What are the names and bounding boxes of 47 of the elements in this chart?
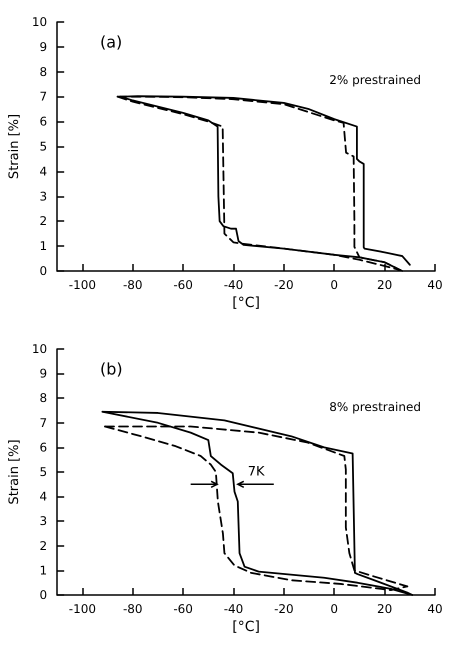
x-tick-label: -80	[122, 602, 143, 616]
x-tick-label: -60	[173, 278, 193, 292]
text: (a)	[100, 32, 122, 52]
annotation: 2% prestrained	[329, 73, 422, 87]
y-tick-label: 2	[40, 214, 48, 228]
y-tick-label: 8	[40, 391, 48, 406]
x-tick-label: -80	[122, 278, 143, 292]
x-tick-label: 40	[427, 602, 443, 616]
y-tick-label: 8	[40, 64, 48, 79]
y-tick-label: 4	[40, 490, 48, 504]
y-axis-title: Strain [%]	[7, 439, 22, 505]
x-tick-label: 20	[376, 602, 392, 616]
y-tick-label: 1	[40, 563, 48, 578]
x-axis-title: [°C]	[232, 294, 260, 311]
annotation: 8% prestrained	[329, 400, 422, 414]
y-tick-label: 9	[40, 40, 48, 54]
x-tick-label: -40	[224, 602, 244, 616]
x-tick-label: 40	[427, 278, 443, 292]
y-tick-label: 10	[32, 342, 48, 356]
y-tick-label: 1	[40, 239, 48, 254]
x-tick-label: -20	[274, 278, 294, 292]
y-tick-label: 6	[40, 440, 48, 454]
x-axis-title: [°C]	[232, 618, 260, 635]
y-tick-label: 0	[40, 588, 48, 602]
x-tick-label: 20	[376, 278, 392, 292]
x-tick-label: -100	[68, 278, 96, 292]
y-tick-label: 5	[40, 465, 48, 479]
y-tick-label: 9	[40, 366, 48, 381]
x-tick-label: -20	[274, 602, 294, 616]
y-tick-label: 4	[40, 164, 48, 178]
y-tick-label: 0	[40, 264, 48, 278]
y-tick-label: 3	[40, 189, 48, 204]
x-tick-label: -60	[173, 602, 193, 616]
y-tick-label: 5	[40, 140, 48, 154]
text: (b)	[100, 360, 123, 378]
y-tick-label: 10	[32, 15, 48, 29]
x-tick-label: 0	[330, 602, 338, 616]
x-tick-label: -100	[68, 602, 96, 616]
x-tick-label: -40	[224, 278, 244, 292]
y-tick-label: 2	[40, 538, 48, 553]
y-tick-label: 7	[40, 416, 48, 430]
annotation: 7K	[248, 464, 266, 480]
y-tick-label: 7	[40, 90, 48, 104]
y-tick-label: 3	[40, 514, 48, 528]
y-tick-label: 6	[40, 114, 48, 129]
x-tick-label: 0	[330, 278, 338, 292]
y-axis-title: Strain [%]	[7, 114, 22, 180]
